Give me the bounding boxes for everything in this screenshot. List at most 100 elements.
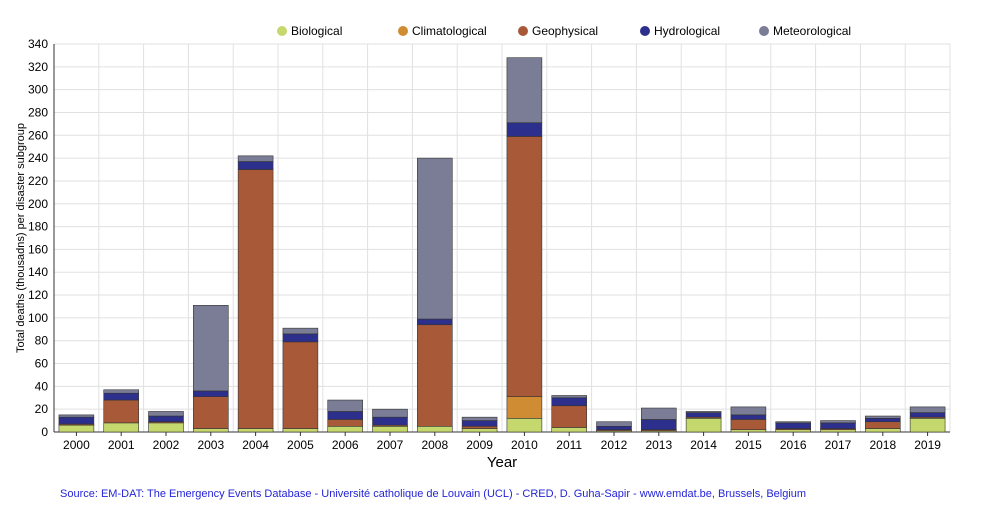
x-tick-label: 2001 (108, 438, 135, 452)
y-tick-label: 140 (28, 265, 48, 279)
bar-segment-biological-2015 (730, 429, 767, 433)
y-tick-label: 120 (28, 288, 48, 302)
legend-marker-hydrological (640, 26, 650, 36)
bar-segment-biological-2001 (103, 422, 139, 433)
bar-segment-biological-2005 (282, 428, 319, 433)
x-tick-label: 2007 (377, 438, 404, 452)
y-tick-label: 240 (28, 151, 48, 165)
y-tick-label: 200 (28, 197, 48, 211)
x-tick-label: 2016 (780, 438, 807, 452)
legend-marker-climatological (398, 26, 408, 36)
legend-marker-meteorological (759, 26, 769, 36)
source-note: Source: EM-DAT: The Emergency Events Dat… (60, 488, 807, 500)
bar-segment-meteorological-2013 (641, 407, 677, 420)
x-tick-label: 2002 (153, 438, 180, 452)
bar-segment-meteorological-2017 (820, 420, 856, 424)
bar-segment-geophysical-2018 (865, 421, 901, 429)
bar-segment-biological-2008 (417, 425, 453, 433)
bar-segment-hydrological-2003 (193, 390, 229, 397)
y-tick-label: 260 (28, 128, 48, 142)
bar-segment-hydrological-2000 (58, 416, 95, 425)
bar-segment-geophysical-2004 (237, 169, 274, 429)
y-tick-label: 100 (28, 311, 48, 325)
y-tick-label: 300 (28, 83, 48, 97)
bar-segment-meteorological-2003 (193, 305, 229, 392)
bar-segment-hydrological-2006 (327, 411, 363, 420)
bar-segment-hydrological-2017 (820, 422, 856, 429)
bar-segment-meteorological-2009 (461, 416, 498, 421)
bar-segment-hydrological-2011 (551, 397, 587, 407)
bar-segment-meteorological-2019 (909, 406, 946, 413)
bar-segment-biological-2006 (327, 425, 363, 433)
bar-segment-meteorological-2004 (237, 155, 274, 162)
y-tick-label: 220 (28, 174, 48, 188)
y-tick-label: 180 (28, 220, 48, 234)
x-tick-label: 2013 (645, 438, 672, 452)
y-tick-label: 40 (35, 379, 49, 393)
bar-segment-geophysical-2006 (327, 419, 363, 427)
bar-segment-meteorological-2005 (282, 327, 319, 335)
bar-segment-hydrological-2002 (148, 415, 184, 423)
bar-segment-meteorological-2012 (596, 421, 632, 427)
x-tick-label: 2006 (332, 438, 359, 452)
bar-segment-hydrological-2014 (685, 412, 722, 418)
x-tick-label: 2011 (556, 438, 582, 452)
bar-segment-biological-2014 (685, 418, 722, 433)
bar-segment-meteorological-2008 (417, 157, 453, 320)
y-tick-label: 280 (28, 105, 48, 119)
bar-segment-meteorological-2015 (730, 406, 767, 416)
legend-label-hydrological: Hydrological (654, 24, 720, 38)
bar-segment-meteorological-2010 (506, 57, 543, 124)
y-axis-title: Total deaths (thousadns) per disaster su… (15, 123, 27, 353)
bar-segment-geophysical-2011 (551, 405, 587, 428)
bar-segment-geophysical-2015 (730, 419, 767, 431)
bar-segment-biological-2004 (237, 428, 274, 433)
bar-segment-biological-2017 (820, 429, 856, 433)
x-tick-label: 2000 (63, 438, 90, 452)
bar-segment-meteorological-2000 (58, 414, 95, 418)
bar-segment-meteorological-2011 (551, 395, 587, 399)
bar-segment-hydrological-2012 (596, 425, 632, 431)
bar-segment-biological-2018 (865, 428, 901, 433)
x-tick-label: 2003 (197, 438, 224, 452)
x-tick-label: 2010 (511, 438, 538, 452)
bar-segment-biological-2003 (193, 428, 229, 433)
bar-segment-geophysical-2010 (506, 136, 543, 397)
x-tick-label: 2019 (914, 438, 941, 452)
legend-label-meteorological: Meteorological (773, 24, 851, 38)
legend-label-geophysical: Geophysical (532, 24, 598, 38)
legend-marker-geophysical (518, 26, 528, 36)
bar-segment-hydrological-2007 (372, 416, 408, 426)
bar-segment-geophysical-2001 (103, 399, 139, 424)
bar-segment-hydrological-2015 (730, 414, 767, 420)
bar-segment-meteorological-2007 (372, 408, 408, 418)
bar-segment-hydrological-2013 (641, 419, 677, 431)
y-tick-label: 320 (28, 60, 48, 74)
y-tick-label: 160 (28, 242, 48, 256)
bar-segment-hydrological-2018 (865, 418, 901, 423)
legend-label-climatological: Climatological (412, 24, 487, 38)
bar-segment-climatological-2010 (506, 396, 543, 419)
x-tick-label: 2009 (466, 438, 493, 452)
x-tick-label: 2017 (825, 438, 852, 452)
bar-segment-hydrological-2016 (775, 422, 811, 429)
y-tick-label: 20 (35, 402, 49, 416)
bar-segment-biological-2002 (148, 422, 184, 433)
x-axis-title: Year (487, 454, 517, 471)
x-tick-label: 2015 (735, 438, 762, 452)
y-tick-label: 0 (41, 425, 48, 439)
bar-segment-meteorological-2018 (865, 415, 901, 419)
bar-segment-hydrological-2004 (237, 161, 274, 170)
y-tick-label: 60 (35, 357, 49, 371)
bar-segment-hydrological-2008 (417, 318, 453, 326)
bar-segment-geophysical-2009 (461, 425, 498, 429)
x-tick-label: 2014 (690, 438, 717, 452)
bar-segment-biological-2010 (506, 418, 543, 433)
bar-segment-hydrological-2009 (461, 420, 498, 427)
bar-segment-hydrological-2001 (103, 392, 139, 401)
bar-segment-hydrological-2005 (282, 333, 319, 343)
bar-segment-geophysical-2008 (417, 324, 453, 427)
bar-segment-biological-2016 (775, 429, 811, 433)
bar-segment-meteorological-2001 (103, 389, 139, 394)
